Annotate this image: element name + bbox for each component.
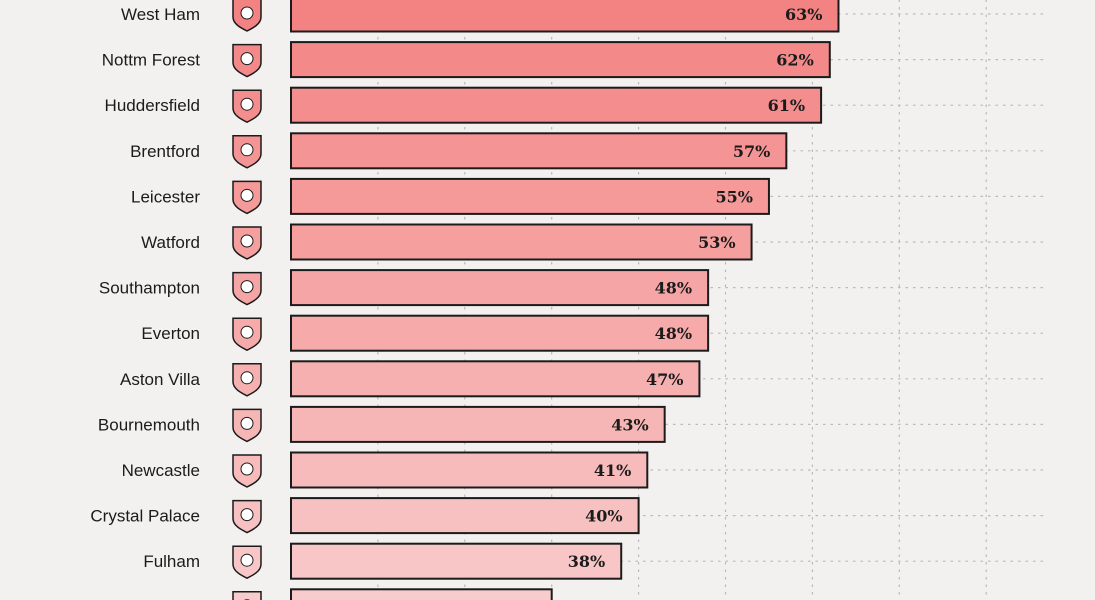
team-name-label: West Ham — [121, 5, 200, 24]
bar-value-label: 48% — [655, 324, 692, 343]
huddersfield-crest-icon — [232, 89, 262, 124]
bar-value-label: 43% — [611, 415, 648, 434]
team-name-label: Huddersfield — [105, 96, 200, 115]
bar-value-label: 62% — [776, 51, 813, 70]
team-labels: West Ham Nottm Forest Huddersfield Brentfor… — [90, 5, 200, 571]
bar — [290, 360, 701, 398]
team-name-label: Everton — [141, 324, 200, 343]
bar-value-label: 61% — [768, 96, 805, 115]
bar — [290, 588, 553, 600]
bar — [290, 497, 640, 535]
chart-bars: 63% 62% 61% 57% 55% 53% 48% 48% 47% 43% 41% 40% 38% — [290, 0, 840, 600]
team-name-label: Nottm Forest — [102, 51, 201, 70]
team-name-label: Newcastle — [122, 461, 200, 480]
team-name-label: Bournemouth — [98, 415, 200, 434]
team-name-label: Southampton — [99, 279, 200, 298]
nottm-forest-crest-icon — [232, 43, 262, 78]
bar-value-label: 38% — [568, 552, 605, 571]
bar — [290, 269, 710, 307]
bar — [290, 451, 649, 489]
bar — [290, 177, 770, 215]
bournemouth-crest-icon — [232, 408, 262, 443]
bar-value-label: 57% — [733, 142, 770, 161]
bar — [290, 0, 840, 33]
bar-value-label: 53% — [698, 233, 735, 252]
bar-value-label: 63% — [785, 5, 822, 24]
bar — [290, 405, 666, 443]
newcastle-crest-icon — [232, 454, 262, 488]
bar-value-label: 55% — [715, 187, 752, 206]
burnley-crest-icon — [232, 591, 262, 600]
crystal-palace-crest-icon — [232, 499, 262, 534]
team-crests — [232, 0, 262, 600]
southampton-crest-icon — [232, 271, 262, 306]
team-name-label: Watford — [141, 233, 200, 252]
bar — [290, 314, 710, 352]
bar — [290, 542, 623, 580]
bar — [290, 223, 753, 261]
bar — [290, 132, 788, 170]
team-name-label: Crystal Palace — [90, 507, 200, 526]
everton-crest-icon — [232, 317, 262, 352]
fulham-crest-icon — [232, 545, 262, 580]
team-name-label: Aston Villa — [120, 370, 201, 389]
bar — [290, 86, 823, 124]
bar-value-label: 48% — [655, 279, 692, 298]
team-name-label: Fulham — [143, 552, 200, 571]
bar — [290, 41, 831, 79]
aston-villa-crest-icon — [232, 363, 262, 397]
team-name-label: Leicester — [131, 187, 200, 206]
leicester-crest-icon — [232, 180, 262, 215]
brentford-crest-icon — [232, 135, 262, 169]
bar-value-label: 47% — [646, 370, 683, 389]
west-ham-crest-icon — [232, 0, 262, 32]
bar-value-label: 40% — [585, 507, 622, 526]
bar-value-label: 41% — [594, 461, 631, 480]
watford-crest-icon — [232, 226, 262, 260]
team-name-label: Brentford — [130, 142, 200, 161]
